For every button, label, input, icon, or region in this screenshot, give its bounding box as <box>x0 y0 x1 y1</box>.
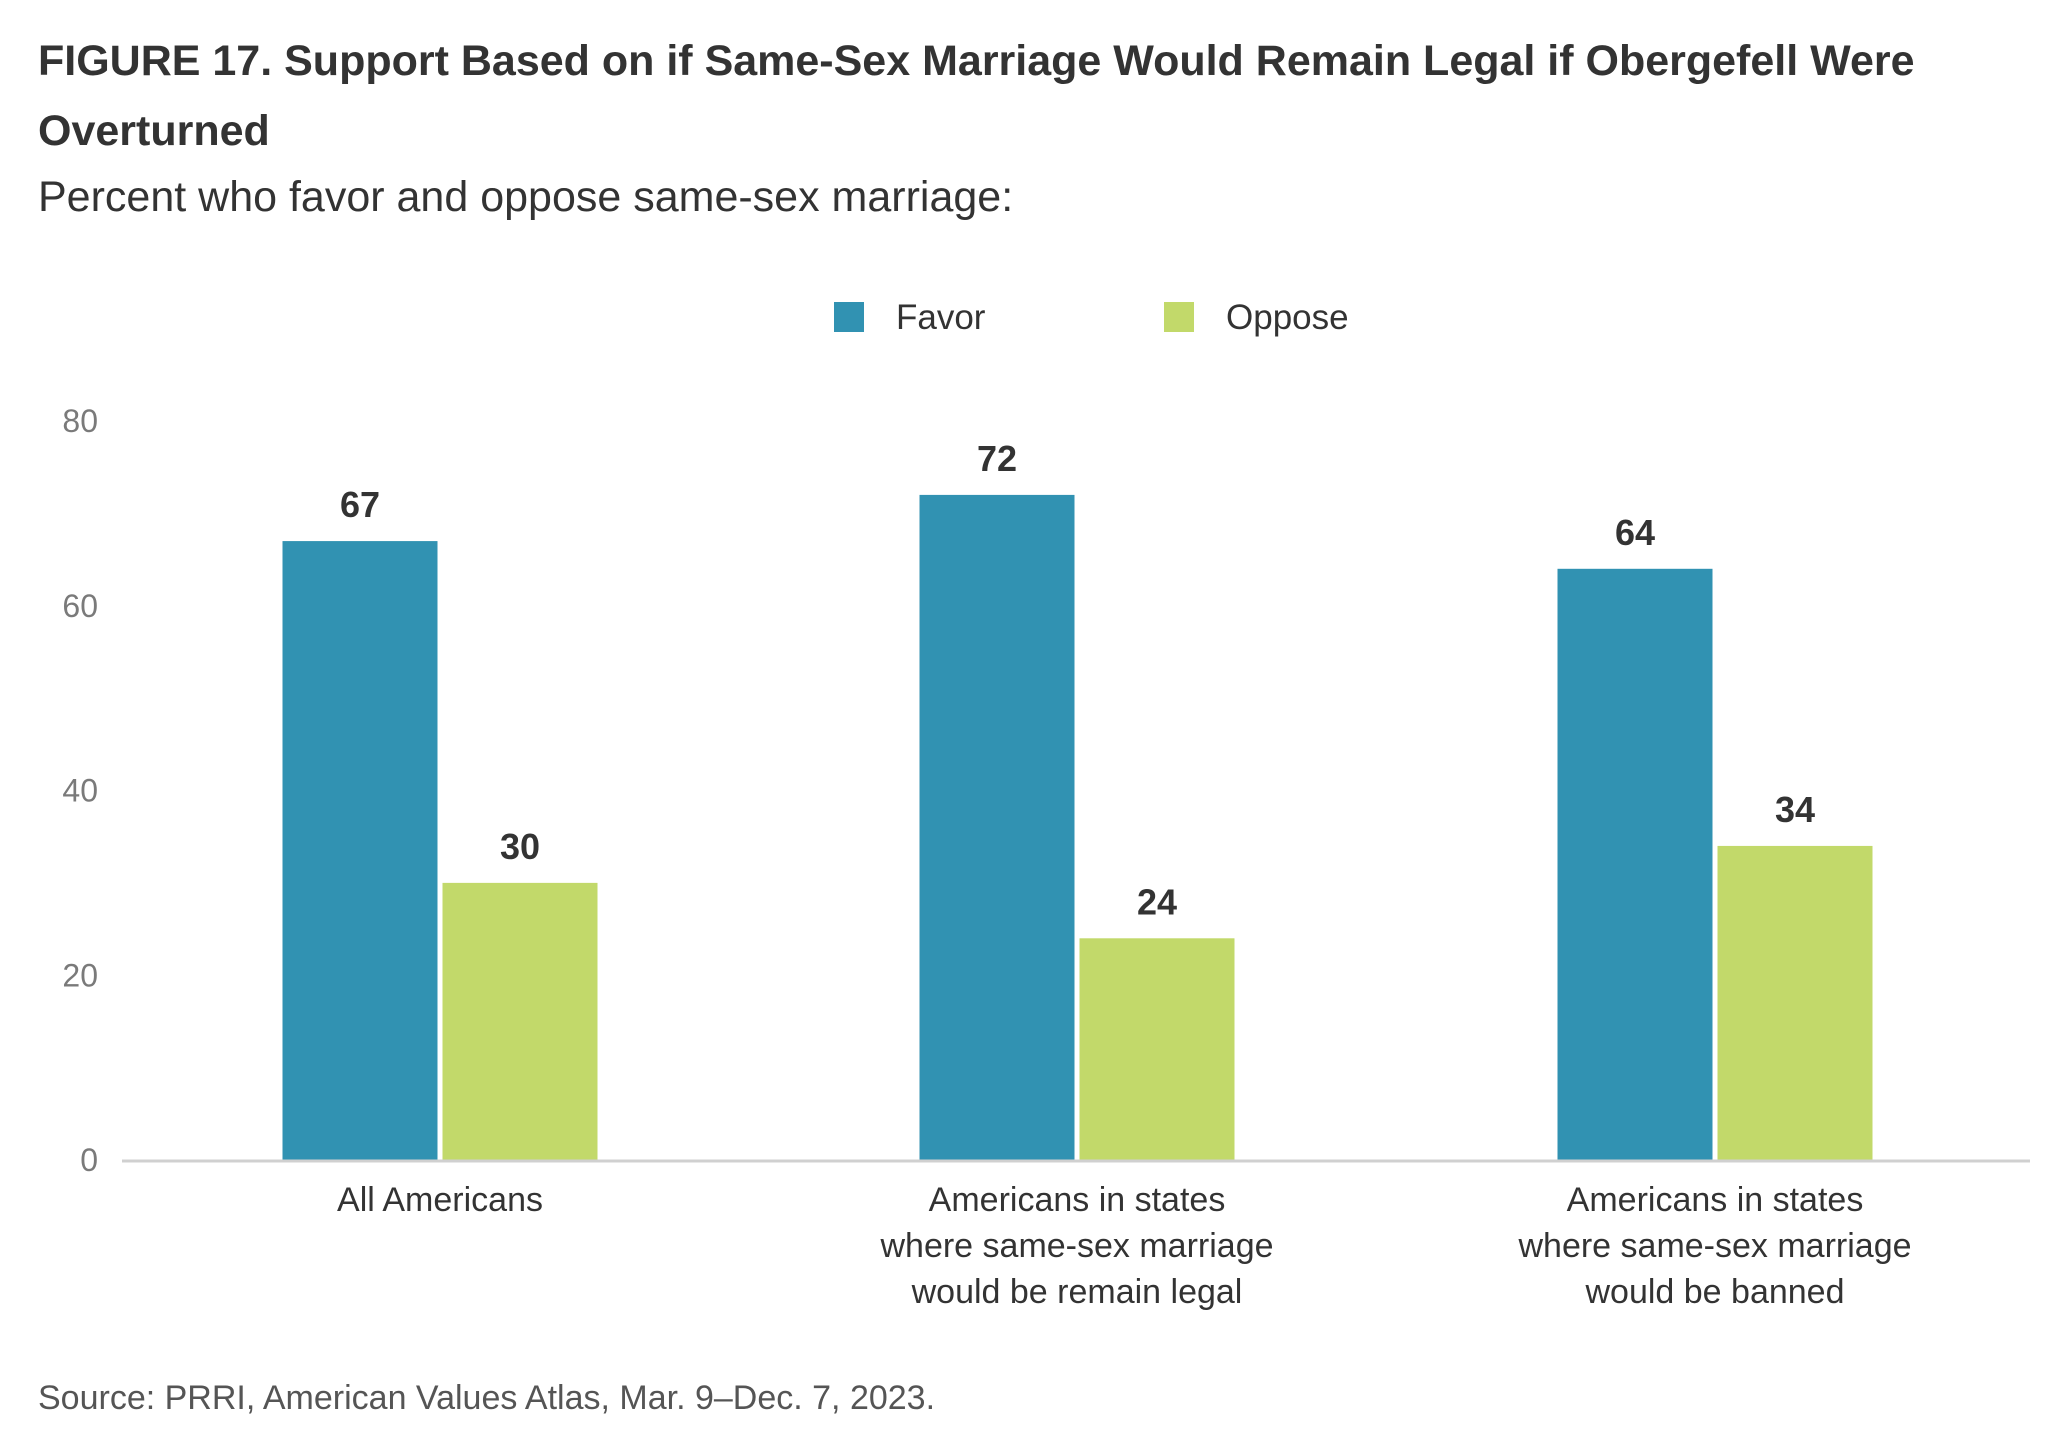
source-note: Source: PRRI, American Values Atlas, Mar… <box>38 1379 936 1417</box>
y-axis: 0 20 40 60 80 <box>62 403 98 1178</box>
y-tick-label: 40 <box>62 773 98 809</box>
chart-title: FIGURE 17. Support Based on if Same-Sex … <box>38 37 1915 155</box>
value-label-oppose-1: 30 <box>500 826 540 867</box>
legend-label-oppose: Oppose <box>1226 298 1349 337</box>
bar-oppose-3 <box>1717 845 1873 1160</box>
legend: Favor Oppose <box>834 298 1349 337</box>
x-category-label: Americans in states <box>1567 1181 1864 1219</box>
x-category-label: All Americans <box>337 1181 543 1219</box>
y-tick-label: 20 <box>62 957 98 993</box>
value-label-favor-3: 64 <box>1615 512 1655 553</box>
x-axis: All Americans Americans in states where sa… <box>122 1159 2030 1311</box>
x-category-label: Americans in states <box>929 1181 1226 1219</box>
legend-label-favor: Favor <box>896 298 986 337</box>
bar-favor-3 <box>1557 568 1713 1160</box>
y-tick-label: 80 <box>62 403 98 439</box>
x-category-label: where same-sex marriage <box>1517 1227 1911 1265</box>
y-tick-label: 60 <box>62 588 98 624</box>
bar-favor-2 <box>919 494 1075 1160</box>
legend-swatch-oppose <box>1164 302 1194 332</box>
value-labels: 67 72 64 30 24 34 <box>340 438 1815 922</box>
bar-oppose-2 <box>1079 938 1235 1160</box>
x-category-label: where same-sex marriage <box>879 1227 1273 1265</box>
chart-subtitle: Percent who favor and oppose same-sex ma… <box>38 173 1014 221</box>
x-category-label: would be banned <box>1584 1273 1844 1311</box>
bar-oppose-1 <box>442 882 598 1160</box>
x-category-label: would be remain legal <box>911 1273 1243 1311</box>
legend-swatch-favor <box>834 302 864 332</box>
value-label-oppose-2: 24 <box>1137 881 1177 922</box>
y-tick-label: 0 <box>80 1142 98 1178</box>
bar-favor-1 <box>282 541 438 1160</box>
value-label-oppose-3: 34 <box>1775 789 1815 830</box>
bars <box>282 494 1873 1160</box>
value-label-favor-2: 72 <box>977 438 1017 479</box>
value-label-favor-1: 67 <box>340 484 380 525</box>
